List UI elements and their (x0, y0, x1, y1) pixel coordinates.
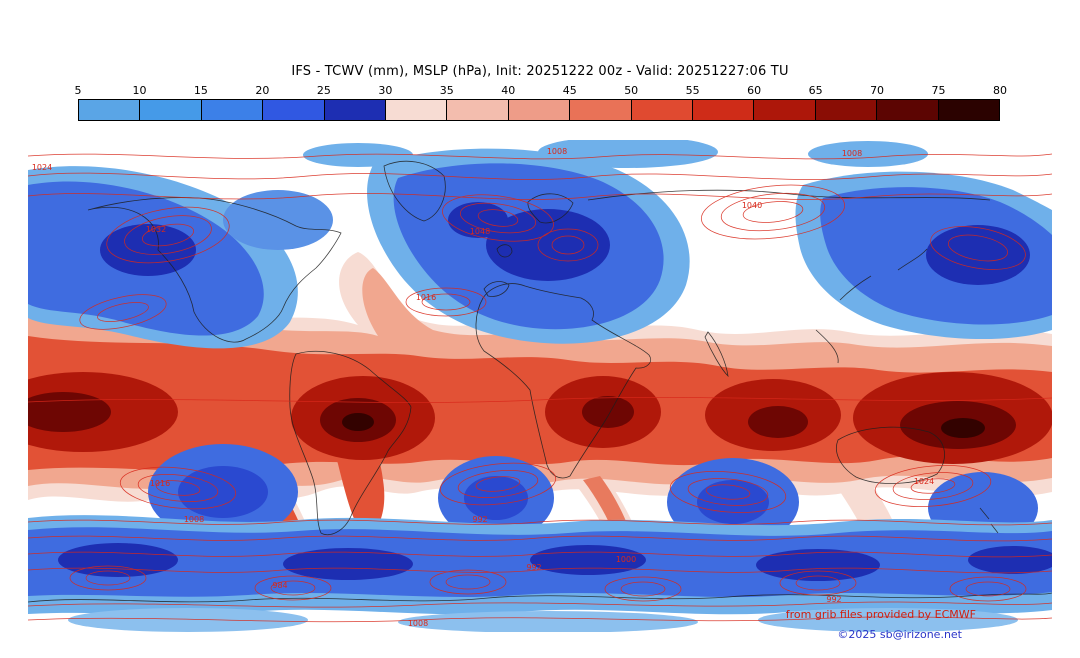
mslp-contours (28, 153, 1052, 623)
colorbar-tick-label: 40 (501, 84, 516, 97)
colorbar-tick-label: 70 (870, 84, 885, 97)
colorbar-ticks: 5 10 15 20 25 30 35 40 45 50 55 60 65 70 75 80 (74, 84, 1008, 99)
colorbar-tick-label: 60 (747, 84, 762, 97)
colorbar-tick-label: 80 (993, 84, 1007, 97)
colorbar-tick-label: 10 (132, 84, 147, 97)
colorbar-tick-label: 35 (439, 84, 454, 97)
colorbar-tick-label: 65 (808, 84, 823, 97)
colorbar-segment (693, 100, 755, 120)
colorbar-tick-label: 55 (685, 84, 700, 97)
colorbar-segment (631, 100, 694, 120)
colorbar-segment (754, 100, 816, 120)
colorbar-tick-label: 75 (931, 84, 946, 97)
colorbar-segment (938, 100, 1000, 120)
colorbar-tick-label: 30 (378, 84, 393, 97)
coastlines (28, 160, 1052, 603)
colorbar-segment (508, 100, 571, 120)
colorbar-gradient (78, 99, 1000, 121)
colorbar-segment (386, 100, 448, 120)
colorbar-tick-label: 15 (193, 84, 208, 97)
colorbar-segment (140, 100, 202, 120)
colorbar-tick-label: 45 (562, 84, 577, 97)
colorbar-tick-label: 5 (74, 84, 82, 97)
colorbar-segment (324, 100, 387, 120)
map-canvas (28, 140, 1052, 632)
colorbar-segment (447, 100, 509, 120)
colorbar-segment (570, 100, 632, 120)
chart-title: IFS - TCWV (mm), MSLP (hPa), Init: 20251… (291, 64, 789, 79)
world-map: 1024 1008 1008 1040 1048 1032 1016 1016 1024 1008… (28, 140, 1052, 632)
colorbar-segment (263, 100, 325, 120)
colorbar-tick-label: 25 (316, 84, 331, 97)
colorbar-segment (877, 100, 939, 120)
colorbar-segment (201, 100, 264, 120)
colorbar-segment (815, 100, 878, 120)
data-source-credit: from grib files provided by ECMWF (785, 608, 976, 621)
tcwv-shading (28, 140, 1052, 632)
colorbar-tick-label: 20 (255, 84, 270, 97)
colorbar: 5 10 15 20 25 30 35 40 45 50 55 60 65 70 75 80 (74, 84, 1008, 121)
colorbar-segment (79, 100, 141, 120)
copyright-credit: ©2025 sb@irizone.net (837, 628, 962, 641)
colorbar-tick-label: 50 (624, 84, 639, 97)
